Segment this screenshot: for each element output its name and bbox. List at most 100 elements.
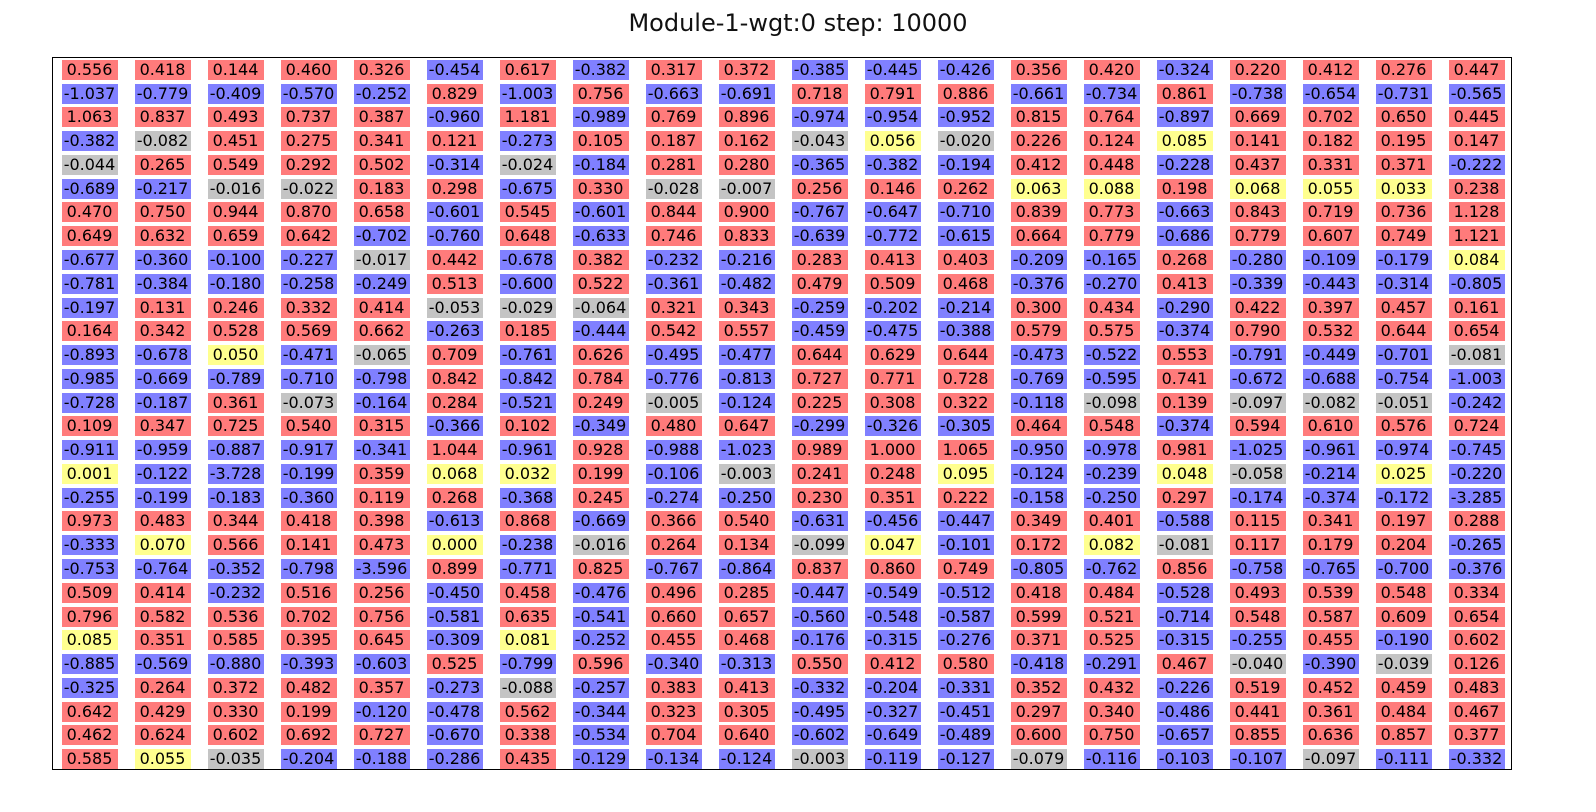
heatmap-cell: -0.286 <box>426 749 483 770</box>
heatmap-cell: -0.702 <box>353 226 410 247</box>
heatmap-cell: -0.767 <box>791 202 848 223</box>
heatmap-cell: -0.528 <box>1156 582 1213 603</box>
heatmap-cell: -0.689 <box>61 178 118 199</box>
heatmap-cell: 0.070 <box>134 535 191 556</box>
heatmap-cell: -0.663 <box>645 83 702 104</box>
heatmap-cell: -0.202 <box>864 297 921 318</box>
heatmap-cell: 0.195 <box>1375 131 1432 152</box>
heatmap-cell: 0.837 <box>791 558 848 579</box>
heatmap-cell: 0.525 <box>1083 630 1140 651</box>
heatmap-cell: 0.657 <box>718 606 775 627</box>
heatmap-cell: -0.290 <box>1156 297 1213 318</box>
heatmap-cell: -0.360 <box>280 487 337 508</box>
heatmap-cell: 0.395 <box>280 630 337 651</box>
heatmap-cell: -0.917 <box>280 440 337 461</box>
heatmap-cell: -0.669 <box>134 368 191 389</box>
heatmap-cell: -0.314 <box>426 154 483 175</box>
heatmap-cell: 0.197 <box>1375 511 1432 532</box>
heatmap-cell: -0.109 <box>1302 250 1359 271</box>
heatmap-cell: 0.483 <box>134 511 191 532</box>
heatmap-cell: 0.264 <box>134 677 191 698</box>
heatmap-cell: -0.332 <box>791 677 848 698</box>
heatmap-cell: -0.672 <box>1229 368 1286 389</box>
heatmap-cell: 0.222 <box>937 487 994 508</box>
heatmap-cell: 0.773 <box>1083 202 1140 223</box>
heatmap-cell: 0.387 <box>353 107 410 128</box>
heatmap-cell: -0.326 <box>864 416 921 437</box>
heatmap-cell: -0.101 <box>937 535 994 556</box>
heatmap-cell: 0.422 <box>1229 297 1286 318</box>
heatmap-cell: 1.044 <box>426 440 483 461</box>
heatmap-cell: -0.099 <box>791 535 848 556</box>
heatmap-cell: 0.640 <box>718 725 775 746</box>
heatmap-cell: -0.710 <box>280 368 337 389</box>
heatmap-cell: -0.677 <box>61 250 118 271</box>
heatmap-cell: -0.327 <box>864 701 921 722</box>
heatmap-cell: 0.669 <box>1229 107 1286 128</box>
heatmap-cell: 0.351 <box>864 487 921 508</box>
heatmap-cell: 0.172 <box>1010 535 1067 556</box>
heatmap-cell: 0.359 <box>353 463 410 484</box>
heatmap-cell: -0.360 <box>134 250 191 271</box>
heatmap-cell: -0.779 <box>134 83 191 104</box>
heatmap-cell: 0.989 <box>791 440 848 461</box>
heatmap-cell: -0.978 <box>1083 440 1140 461</box>
heatmap-cell: 0.124 <box>1083 131 1140 152</box>
heatmap-cell: 0.226 <box>1010 131 1067 152</box>
heatmap-cell: -0.549 <box>864 582 921 603</box>
heatmap-cell: -3.285 <box>1448 487 1505 508</box>
heatmap-cell: -0.691 <box>718 83 775 104</box>
heatmap-cell: -0.772 <box>864 226 921 247</box>
heatmap-cell: 0.493 <box>207 107 264 128</box>
heatmap-cell: -0.120 <box>353 701 410 722</box>
heatmap-cell: -0.601 <box>426 202 483 223</box>
heatmap-cell: -0.657 <box>1156 725 1213 746</box>
heatmap-cell: -3.596 <box>353 558 410 579</box>
heatmap-cell: -0.649 <box>864 725 921 746</box>
heatmap-cell: -0.217 <box>134 178 191 199</box>
heatmap-cell: -0.305 <box>937 416 994 437</box>
heatmap-cell: 0.146 <box>864 178 921 199</box>
heatmap-cell: 0.585 <box>61 749 118 770</box>
heatmap-cell: -0.473 <box>1010 345 1067 366</box>
heatmap-cell: 0.484 <box>1375 701 1432 722</box>
heatmap-cell: -0.339 <box>1229 273 1286 294</box>
heatmap-cell: -0.776 <box>645 368 702 389</box>
heatmap-cell: 0.944 <box>207 202 264 223</box>
heatmap-cell: 0.321 <box>645 297 702 318</box>
heatmap-cell: 0.462 <box>61 725 118 746</box>
heatmap-cell: -0.647 <box>864 202 921 223</box>
heatmap-cell: 0.412 <box>1302 59 1359 80</box>
heatmap-cell: 0.650 <box>1375 107 1432 128</box>
heatmap-cell: 0.482 <box>280 677 337 698</box>
heatmap-cell: -0.263 <box>426 321 483 342</box>
heatmap-cell: 0.839 <box>1010 202 1067 223</box>
heatmap-cell: 0.199 <box>280 701 337 722</box>
heatmap-cell: 0.550 <box>791 654 848 675</box>
heatmap-cell: 0.341 <box>353 131 410 152</box>
heatmap-cell: -0.040 <box>1229 654 1286 675</box>
heatmap-cell: 0.418 <box>134 59 191 80</box>
heatmap-cell: 0.342 <box>134 321 191 342</box>
heatmap-cell: -0.701 <box>1375 345 1432 366</box>
heatmap-cell: -0.341 <box>353 440 410 461</box>
heatmap-cell: 0.737 <box>280 107 337 128</box>
heatmap-cell: -0.633 <box>572 226 629 247</box>
heatmap-cell: 0.300 <box>1010 297 1067 318</box>
heatmap-cell: -0.670 <box>426 725 483 746</box>
heatmap-cell: 0.662 <box>353 321 410 342</box>
heatmap-cell: -0.332 <box>1448 749 1505 770</box>
heatmap-cell: 0.764 <box>1083 107 1140 128</box>
heatmap-cell: 0.347 <box>134 416 191 437</box>
heatmap-cell: 0.719 <box>1302 202 1359 223</box>
heatmap-cell: 0.658 <box>353 202 410 223</box>
heatmap-cell: -0.216 <box>718 250 775 271</box>
heatmap-cell: -0.688 <box>1302 368 1359 389</box>
heatmap-cell: -0.842 <box>499 368 556 389</box>
heatmap-cell: -0.382 <box>61 131 118 152</box>
heatmap-cell: 0.513 <box>426 273 483 294</box>
heatmap-cell: 0.496 <box>645 582 702 603</box>
heatmap-cell: 0.473 <box>353 535 410 556</box>
heatmap-cell: 0.326 <box>353 59 410 80</box>
heatmap-cell: -0.124 <box>1010 463 1067 484</box>
